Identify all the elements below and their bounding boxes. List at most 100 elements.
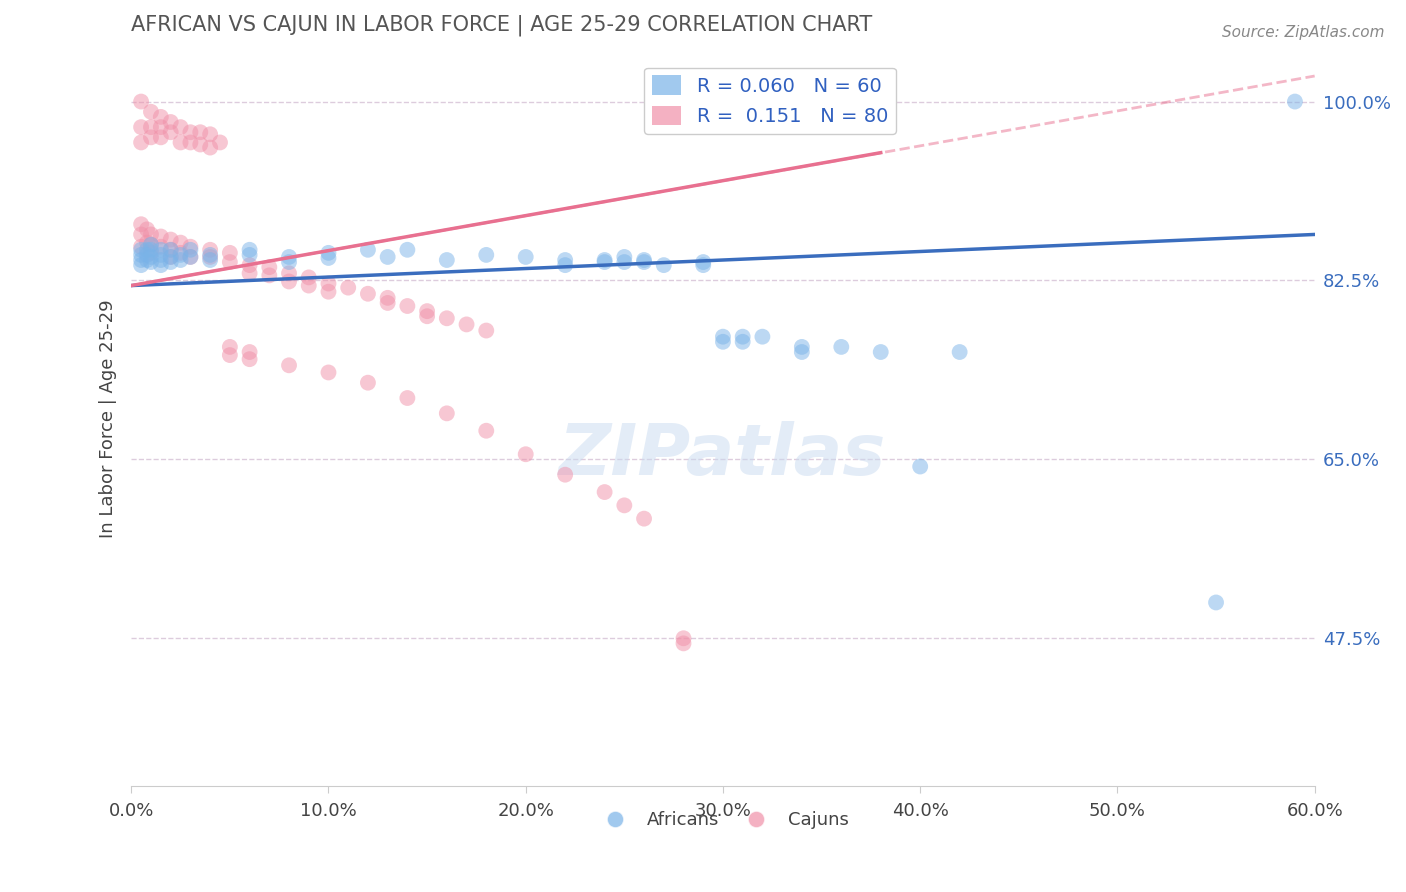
Point: [136, 243, 159, 257]
Point: [188, 137, 211, 152]
Point: [149, 248, 172, 262]
Text: AFRICAN VS CAJUN IN LABOR FORCE | AGE 25-29 CORRELATION CHART: AFRICAN VS CAJUN IN LABOR FORCE | AGE 25…: [131, 15, 873, 37]
Point: [218, 245, 240, 260]
Point: [416, 310, 439, 324]
Point: [139, 250, 162, 264]
Point: [149, 243, 172, 257]
Point: [139, 255, 162, 269]
Point: [711, 329, 734, 343]
Point: [198, 140, 221, 154]
Point: [139, 104, 162, 119]
Point: [554, 258, 576, 272]
Point: [790, 345, 813, 359]
Point: [278, 359, 301, 373]
Point: [149, 252, 172, 267]
Point: [129, 258, 152, 272]
Point: [593, 485, 616, 500]
Point: [357, 376, 380, 390]
Point: [159, 233, 181, 247]
Point: [692, 258, 714, 272]
Point: [239, 345, 262, 359]
Point: [318, 285, 340, 299]
Point: [139, 237, 162, 252]
Point: [129, 243, 152, 257]
Point: [278, 255, 301, 269]
Point: [652, 258, 675, 272]
Point: [633, 255, 655, 269]
Point: [139, 130, 162, 145]
Legend: Africans, Cajuns: Africans, Cajuns: [589, 804, 856, 837]
Point: [129, 227, 152, 242]
Point: [869, 345, 891, 359]
Point: [318, 277, 340, 291]
Point: [475, 424, 498, 438]
Point: [396, 299, 419, 313]
Point: [515, 447, 537, 461]
Point: [318, 245, 340, 260]
Point: [613, 255, 636, 269]
Point: [613, 250, 636, 264]
Point: [456, 318, 478, 332]
Y-axis label: In Labor Force | Age 25-29: In Labor Force | Age 25-29: [100, 299, 117, 538]
Point: [830, 340, 852, 354]
Point: [198, 128, 221, 142]
Point: [357, 243, 380, 257]
Point: [377, 291, 399, 305]
Point: [416, 304, 439, 318]
Point: [159, 250, 181, 264]
Point: [337, 280, 360, 294]
Point: [239, 258, 262, 272]
Point: [139, 237, 162, 252]
Point: [633, 511, 655, 525]
Point: [139, 227, 162, 242]
Point: [239, 266, 262, 280]
Point: [159, 115, 181, 129]
Point: [139, 245, 162, 260]
Point: [593, 255, 616, 269]
Point: [908, 459, 931, 474]
Point: [377, 250, 399, 264]
Point: [136, 235, 159, 250]
Point: [949, 345, 972, 359]
Point: [790, 340, 813, 354]
Point: [159, 255, 181, 269]
Point: [179, 243, 201, 257]
Point: [218, 255, 240, 269]
Point: [318, 251, 340, 265]
Point: [149, 258, 172, 272]
Point: [475, 248, 498, 262]
Point: [149, 110, 172, 124]
Point: [139, 120, 162, 135]
Point: [672, 632, 695, 646]
Point: [515, 250, 537, 264]
Point: [208, 136, 231, 150]
Point: [1107, 830, 1129, 845]
Point: [149, 120, 172, 135]
Point: [711, 334, 734, 349]
Point: [396, 391, 419, 405]
Point: [169, 136, 191, 150]
Point: [692, 255, 714, 269]
Point: [129, 248, 152, 262]
Point: [672, 636, 695, 650]
Point: [239, 352, 262, 367]
Point: [436, 311, 458, 326]
Point: [239, 248, 262, 262]
Point: [613, 499, 636, 513]
Point: [159, 125, 181, 139]
Point: [149, 130, 172, 145]
Point: [633, 252, 655, 267]
Point: [179, 125, 201, 139]
Point: [436, 252, 458, 267]
Point: [179, 240, 201, 254]
Point: [298, 270, 321, 285]
Point: [129, 95, 152, 109]
Point: [136, 248, 159, 262]
Point: [396, 243, 419, 257]
Point: [129, 240, 152, 254]
Point: [318, 366, 340, 380]
Point: [554, 252, 576, 267]
Point: [357, 286, 380, 301]
Point: [198, 250, 221, 264]
Point: [169, 235, 191, 250]
